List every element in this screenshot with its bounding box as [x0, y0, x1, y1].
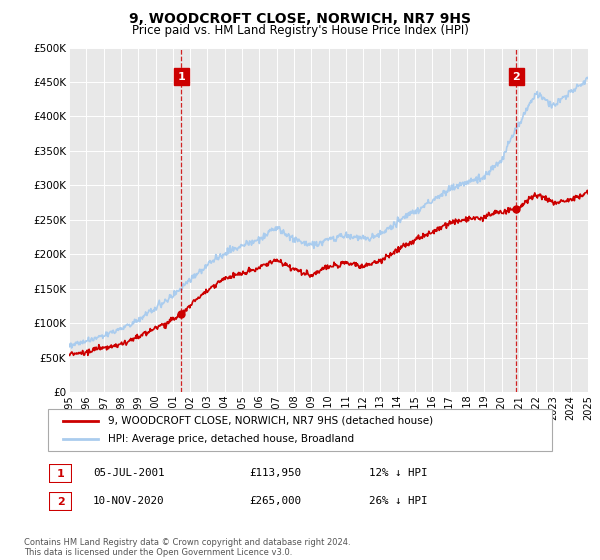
- Text: 12% ↓ HPI: 12% ↓ HPI: [369, 468, 427, 478]
- Text: HPI: Average price, detached house, Broadland: HPI: Average price, detached house, Broa…: [109, 434, 355, 444]
- Text: 9, WOODCROFT CLOSE, NORWICH, NR7 9HS: 9, WOODCROFT CLOSE, NORWICH, NR7 9HS: [129, 12, 471, 26]
- Text: 1: 1: [178, 72, 185, 82]
- Text: 1: 1: [57, 469, 64, 479]
- Text: 2: 2: [57, 497, 64, 507]
- Text: £113,950: £113,950: [249, 468, 301, 478]
- FancyBboxPatch shape: [49, 492, 72, 511]
- Text: Contains HM Land Registry data © Crown copyright and database right 2024.
This d: Contains HM Land Registry data © Crown c…: [24, 538, 350, 557]
- Text: 26% ↓ HPI: 26% ↓ HPI: [369, 496, 427, 506]
- Text: 10-NOV-2020: 10-NOV-2020: [93, 496, 164, 506]
- Text: £265,000: £265,000: [249, 496, 301, 506]
- FancyBboxPatch shape: [48, 409, 552, 451]
- Text: Price paid vs. HM Land Registry's House Price Index (HPI): Price paid vs. HM Land Registry's House …: [131, 24, 469, 37]
- Text: 2: 2: [512, 72, 520, 82]
- Text: 9, WOODCROFT CLOSE, NORWICH, NR7 9HS (detached house): 9, WOODCROFT CLOSE, NORWICH, NR7 9HS (de…: [109, 416, 434, 426]
- FancyBboxPatch shape: [49, 464, 72, 483]
- Text: 05-JUL-2001: 05-JUL-2001: [93, 468, 164, 478]
